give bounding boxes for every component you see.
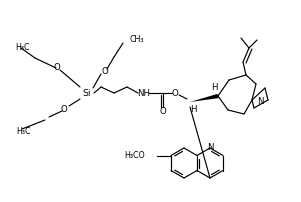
Text: NH: NH — [138, 88, 150, 98]
Polygon shape — [190, 94, 219, 102]
Text: H₃CO: H₃CO — [124, 151, 145, 160]
Text: Si: Si — [83, 88, 91, 98]
Text: N: N — [257, 98, 263, 106]
Text: H: H — [190, 104, 196, 114]
Text: H₃C: H₃C — [15, 42, 29, 52]
Text: O: O — [172, 88, 178, 98]
Text: H₃C: H₃C — [16, 126, 30, 136]
Text: N: N — [207, 143, 213, 153]
Text: O: O — [61, 105, 67, 115]
Text: O: O — [102, 66, 108, 76]
Text: CH₃: CH₃ — [129, 36, 144, 44]
Text: H: H — [211, 82, 217, 92]
Text: O: O — [54, 62, 61, 72]
Text: O: O — [160, 107, 166, 117]
